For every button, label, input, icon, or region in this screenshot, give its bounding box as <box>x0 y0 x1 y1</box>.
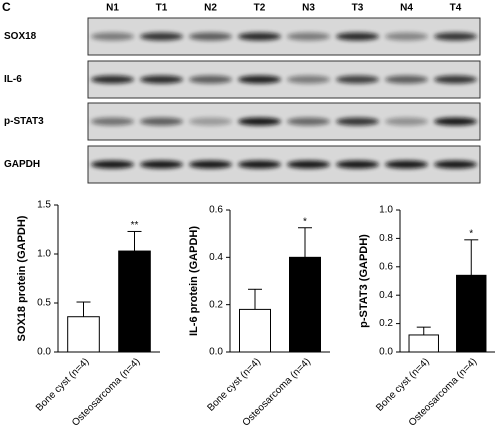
y-tick-label: 0.4 <box>209 252 223 263</box>
blot-band <box>286 117 331 126</box>
y-tick-label: 0.6 <box>209 205 223 216</box>
blot-band <box>335 32 380 41</box>
bar <box>456 274 487 353</box>
y-axis-label: p-STAT3 (GAPDH) <box>358 234 370 328</box>
lane-label: N2 <box>204 3 217 14</box>
blot-band <box>237 117 282 126</box>
bar <box>118 250 151 353</box>
blot-band <box>90 32 135 41</box>
significance: * <box>303 216 307 227</box>
blot-band <box>237 75 282 84</box>
row-label: GAPDH <box>4 159 40 170</box>
blot-band <box>433 160 478 169</box>
bar <box>239 308 271 353</box>
blot-band <box>90 75 135 84</box>
y-tick-label: 0.0 <box>209 347 223 358</box>
blot-band <box>433 32 478 41</box>
y-tick-label: 0.6 <box>379 261 393 272</box>
x-tick-label: Bone cyst (n=4) <box>205 356 262 413</box>
blot-band <box>139 75 184 84</box>
lane-label: T2 <box>254 3 266 14</box>
bar <box>289 256 321 353</box>
lane-label: T3 <box>352 3 364 14</box>
blot-band <box>139 117 184 126</box>
lane-label: N4 <box>400 3 413 14</box>
blot-band <box>384 160 429 169</box>
blot-band <box>384 32 429 41</box>
lane-label: N3 <box>302 3 315 14</box>
y-tick-label: 1.0 <box>37 249 51 260</box>
blot-band <box>188 32 233 41</box>
y-tick-label: 1.5 <box>37 200 51 211</box>
y-axis-label: IL-6 protein (GAPDH) <box>188 226 200 336</box>
blot-band <box>139 32 184 41</box>
blot-band <box>188 75 233 84</box>
blot-band <box>90 160 135 169</box>
blot-band <box>335 117 380 126</box>
x-tick-label: Bone cyst (n=4) <box>34 356 91 413</box>
blot-band <box>384 75 429 84</box>
lane-label: N1 <box>106 3 119 14</box>
lane-label: T4 <box>450 3 462 14</box>
panel-label: C <box>2 0 11 14</box>
y-axis-label: SOX18 protein (GAPDH) <box>16 215 28 341</box>
blot-band <box>188 160 233 169</box>
bar <box>408 334 439 353</box>
y-tick-label: 0.2 <box>209 299 223 310</box>
significance: ** <box>131 220 139 231</box>
blot-band <box>433 75 478 84</box>
blot-band <box>188 117 233 126</box>
row-label: SOX18 <box>4 31 37 42</box>
y-tick-label: 0.0 <box>379 347 393 358</box>
y-tick-label: 0.5 <box>37 298 51 309</box>
row-label: p-STAT3 <box>4 116 44 127</box>
blot-band <box>286 75 331 84</box>
lane-label: T1 <box>156 3 168 14</box>
blot-band <box>139 160 184 169</box>
blot-band <box>286 160 331 169</box>
bar <box>67 316 100 353</box>
y-tick-label: 0.0 <box>37 347 51 358</box>
significance: * <box>469 228 473 239</box>
blot-band <box>237 160 282 169</box>
blot-band <box>433 117 478 126</box>
blot-band <box>335 75 380 84</box>
blot-band <box>384 117 429 126</box>
row-label: IL-6 <box>4 74 22 85</box>
blot-band <box>286 32 331 41</box>
y-tick-label: 0.2 <box>379 318 393 329</box>
y-tick-label: 1.0 <box>379 205 393 216</box>
y-tick-label: 0.4 <box>379 290 393 301</box>
y-tick-label: 0.8 <box>379 233 393 244</box>
blot-band <box>237 32 282 41</box>
blot-band <box>90 117 135 126</box>
blot-band <box>335 160 380 169</box>
